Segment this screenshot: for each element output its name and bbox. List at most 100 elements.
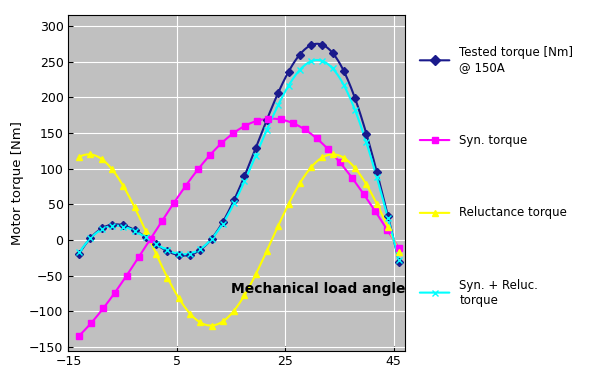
- Tested torque [Nm]
@ 150A: [285, 69, 292, 74]
- Syn. + Reluc.
torque: [219, 221, 226, 226]
- Syn. + Reluc.
torque: [296, 68, 303, 72]
- Syn. + Reluc.
torque: [373, 175, 380, 179]
- Reluctance torque: [208, 323, 215, 328]
- Line: Tested torque [Nm]
@ 150A: Tested torque [Nm] @ 150A: [76, 42, 402, 265]
- Syn. + Reluc.
torque: [264, 127, 271, 132]
- Tested torque [Nm]
@ 150A: [142, 235, 149, 240]
- Tested torque [Nm]
@ 150A: [241, 174, 248, 178]
- Tested torque [Nm]
@ 150A: [219, 220, 226, 224]
- Text: Mechanical load angle: Mechanical load angle: [231, 282, 406, 296]
- Reluctance torque: [131, 205, 138, 210]
- Syn. torque: [170, 201, 177, 205]
- Tested torque [Nm]
@ 150A: [76, 251, 83, 256]
- Line: Syn. torque: Syn. torque: [76, 116, 402, 339]
- Reluctance torque: [87, 152, 94, 157]
- Reluctance torque: [120, 184, 127, 189]
- Syn. + Reluc.
torque: [363, 140, 370, 145]
- Reluctance torque: [252, 272, 259, 277]
- Tested torque [Nm]
@ 150A: [153, 242, 160, 247]
- Syn. + Reluc.
torque: [164, 248, 171, 253]
- Line: Syn. + Reluc.
torque: Syn. + Reluc. torque: [76, 58, 403, 264]
- Tested torque [Nm]
@ 150A: [208, 237, 215, 241]
- Syn. torque: [313, 136, 320, 141]
- Syn. torque: [182, 183, 189, 188]
- Reluctance torque: [384, 225, 392, 229]
- Syn. torque: [384, 227, 391, 232]
- Tested torque [Nm]
@ 150A: [230, 198, 237, 202]
- Reluctance torque: [241, 293, 248, 298]
- Syn. + Reluc.
torque: [319, 59, 326, 63]
- Syn. + Reluc.
torque: [131, 229, 138, 233]
- Reluctance torque: [274, 224, 281, 228]
- Syn. torque: [336, 160, 343, 165]
- Syn. + Reluc.
torque: [252, 154, 259, 158]
- Syn. + Reluc.
torque: [98, 227, 105, 232]
- Reluctance torque: [296, 181, 303, 186]
- Syn. + Reluc.
torque: [274, 103, 281, 107]
- Syn. torque: [371, 209, 378, 213]
- Line: Reluctance torque: Reluctance torque: [76, 151, 403, 329]
- Syn. + Reluc.
torque: [308, 59, 315, 64]
- Syn. torque: [100, 306, 107, 311]
- Reluctance torque: [285, 202, 292, 207]
- Reluctance torque: [153, 252, 160, 256]
- Syn. torque: [123, 273, 130, 278]
- Syn. torque: [265, 117, 272, 121]
- Syn. torque: [111, 291, 118, 295]
- Tested torque [Nm]
@ 150A: [384, 214, 392, 218]
- Syn. torque: [289, 121, 296, 125]
- Syn. + Reluc.
torque: [396, 258, 403, 263]
- Syn. + Reluc.
torque: [285, 83, 292, 88]
- Reluctance torque: [308, 165, 315, 170]
- Reluctance torque: [98, 157, 105, 162]
- Syn. + Reluc.
torque: [352, 108, 359, 112]
- Tested torque [Nm]
@ 150A: [87, 236, 94, 240]
- Tested torque [Nm]
@ 150A: [108, 222, 115, 227]
- Tested torque [Nm]
@ 150A: [363, 131, 370, 136]
- Tested torque [Nm]
@ 150A: [396, 260, 403, 264]
- Tested torque [Nm]
@ 150A: [120, 223, 127, 227]
- Syn. torque: [206, 153, 214, 157]
- Text: Tested torque [Nm]
@ 150A: Tested torque [Nm] @ 150A: [459, 46, 573, 74]
- Reluctance torque: [230, 308, 237, 313]
- Reluctance torque: [264, 248, 271, 253]
- Tested torque [Nm]
@ 150A: [373, 169, 380, 174]
- Syn. + Reluc.
torque: [340, 83, 347, 87]
- Syn. + Reluc.
torque: [108, 224, 115, 228]
- Tested torque [Nm]
@ 150A: [296, 52, 303, 57]
- Syn. + Reluc.
torque: [197, 247, 204, 251]
- Syn. + Reluc.
torque: [153, 242, 160, 247]
- Tested torque [Nm]
@ 150A: [252, 146, 259, 150]
- Syn. + Reluc.
torque: [384, 216, 392, 221]
- Tested torque [Nm]
@ 150A: [319, 42, 326, 47]
- Tested torque [Nm]
@ 150A: [352, 96, 359, 101]
- Syn. torque: [195, 167, 202, 172]
- Reluctance torque: [164, 275, 171, 280]
- Syn. + Reluc.
torque: [230, 201, 237, 206]
- Reluctance torque: [175, 296, 182, 300]
- Reluctance torque: [186, 311, 193, 316]
- Tested torque [Nm]
@ 150A: [329, 51, 336, 55]
- Tested torque [Nm]
@ 150A: [186, 253, 193, 257]
- Tested torque [Nm]
@ 150A: [131, 228, 138, 232]
- Syn. torque: [348, 175, 355, 180]
- Y-axis label: Motor torque [Nm]: Motor torque [Nm]: [11, 121, 24, 245]
- Reluctance torque: [142, 229, 149, 234]
- Tested torque [Nm]
@ 150A: [175, 253, 182, 258]
- Reluctance torque: [108, 167, 115, 172]
- Syn. torque: [158, 219, 165, 223]
- Reluctance torque: [373, 201, 380, 206]
- Reluctance torque: [352, 166, 359, 170]
- Reluctance torque: [76, 155, 83, 159]
- Syn. torque: [242, 123, 249, 128]
- Syn. + Reluc.
torque: [175, 251, 182, 256]
- Syn. torque: [396, 246, 403, 251]
- Syn. torque: [135, 255, 142, 259]
- Tested torque [Nm]
@ 150A: [264, 117, 271, 122]
- Syn. + Reluc.
torque: [208, 237, 215, 241]
- Tested torque [Nm]
@ 150A: [340, 69, 347, 74]
- Syn. torque: [218, 141, 225, 146]
- Syn. torque: [361, 192, 368, 197]
- Reluctance torque: [219, 319, 226, 324]
- Syn. torque: [301, 127, 308, 131]
